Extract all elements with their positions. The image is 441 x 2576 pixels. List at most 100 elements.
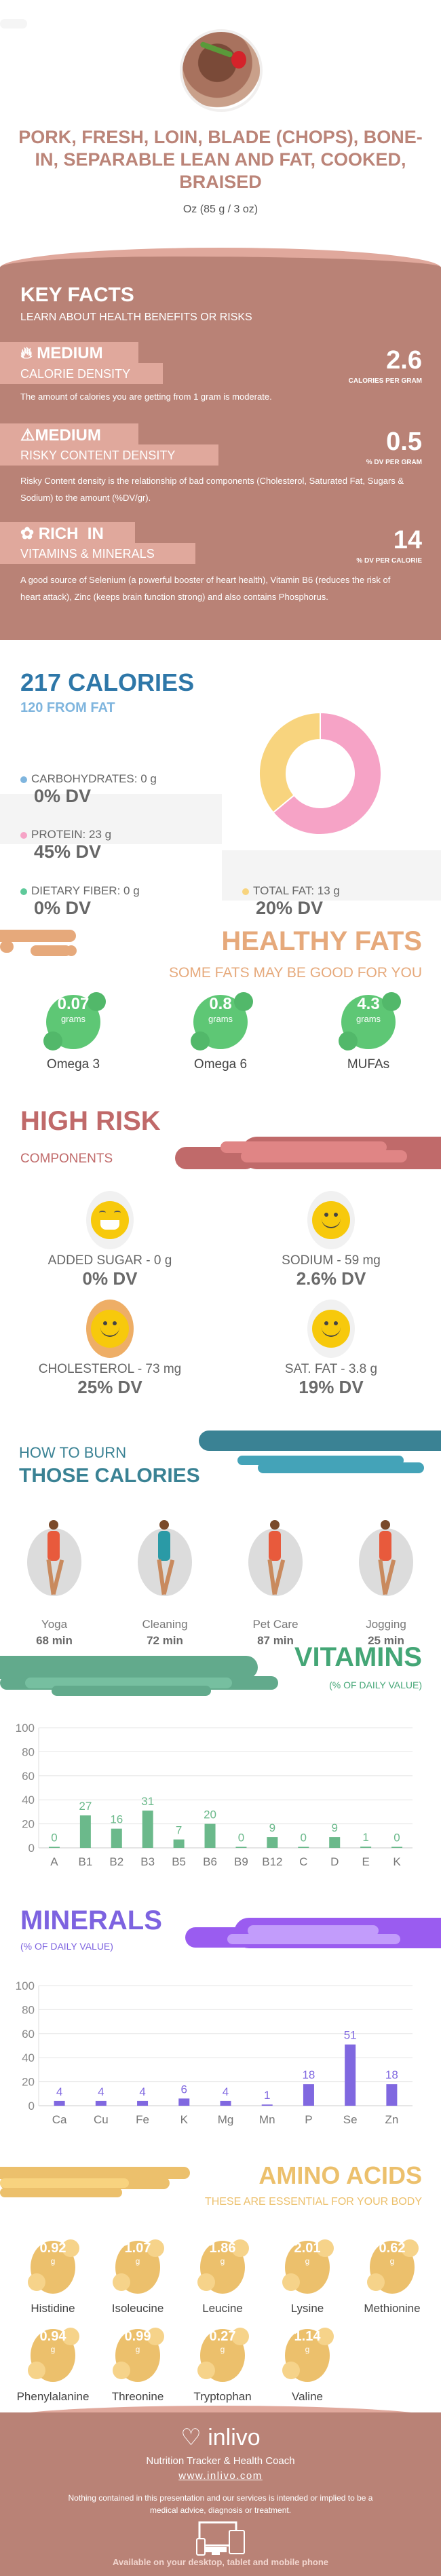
y-tick-label: 0 xyxy=(28,2100,35,2113)
bar-value-label: 18 xyxy=(385,2068,398,2081)
activity-duration: 68 min xyxy=(36,1634,73,1647)
x-tick-label: B6 xyxy=(203,1855,217,1868)
bar-ca xyxy=(54,2100,65,2106)
y-tick-label: 40 xyxy=(22,1794,35,1806)
amino-value: 0.62 xyxy=(379,2241,406,2256)
nutrient-carbohydrates: CARBOHYDRATES: 0 g 0% DV xyxy=(20,772,157,807)
x-tick-label: B12 xyxy=(262,1855,282,1868)
x-tick-label: Fe xyxy=(136,2113,149,2126)
nutrient-dv: 20% DV xyxy=(256,898,324,918)
calorie-donut-chart xyxy=(258,711,382,835)
amino-value: 0.92 xyxy=(39,2241,66,2256)
calories-from-fat: 120 FROM FAT xyxy=(20,700,115,715)
decor-pill xyxy=(0,941,14,953)
risk-item: ADDED SUGAR - 0 g 0% DV xyxy=(8,1191,212,1289)
fat-unit: grams xyxy=(208,1014,233,1024)
face-ring xyxy=(86,1300,134,1358)
bar-value-label: 20 xyxy=(204,1808,216,1821)
amino-unit: g xyxy=(305,2256,310,2266)
activity-label: Pet Care xyxy=(252,1618,299,1631)
amino-acids-title: AMINO ACIDS xyxy=(258,2161,422,2189)
y-tick-label: 100 xyxy=(16,1980,35,1992)
amino-value: 0.99 xyxy=(124,2329,151,2344)
bar-fe xyxy=(137,2100,149,2106)
bar-b2 xyxy=(111,1828,122,1848)
vitamins-title: VITAMINS xyxy=(294,1642,422,1672)
bar-p xyxy=(303,2084,314,2106)
amino-value: 0.27 xyxy=(209,2329,236,2344)
nutrient-dv: 45% DV xyxy=(34,841,102,862)
risk-dv: 19% DV xyxy=(299,1377,364,1397)
amino-acid-item: 2.01 g Lysine xyxy=(263,2227,351,2315)
amino-unit: g xyxy=(50,2345,56,2354)
activity-duration: 25 min xyxy=(368,1634,404,1647)
website-link[interactable]: www.inlivo.com xyxy=(178,2470,263,2482)
fat-unit: grams xyxy=(356,1014,381,1024)
y-tick-label: 0 xyxy=(28,1842,35,1855)
bar-value-label: 4 xyxy=(139,2085,145,2098)
availability-note: Available on your desktop, tablet and mo… xyxy=(112,2557,329,2567)
amino-acid-item: 1.86 g Leucine xyxy=(178,2227,267,2315)
healthy-fats-title: HEALTHY FATS xyxy=(221,926,422,956)
amino-label: Tryptophan xyxy=(193,2390,252,2403)
fact-label: CALORIE DENSITY xyxy=(20,367,131,381)
smile-face-icon xyxy=(312,1201,350,1239)
bar-value-label: 0 xyxy=(51,1832,57,1844)
disclaimer: Nothing contained in this presentation a… xyxy=(68,2493,373,2515)
row-bg xyxy=(222,850,441,901)
minerals-title: MINERALS xyxy=(20,1906,162,1935)
nutrient-protein: PROTEIN: 23 g 45% DV xyxy=(20,828,111,863)
serving-size: Oz (85 g / 3 oz) xyxy=(183,204,258,215)
jogging-icon xyxy=(359,1520,413,1596)
decor-pill xyxy=(0,2178,129,2188)
cleaning-icon xyxy=(138,1520,192,1596)
y-tick-label: 20 xyxy=(22,2076,35,2089)
key-facts-title: KEY FACTS xyxy=(20,284,134,306)
amino-value-badge: 0.62 g xyxy=(367,2239,419,2294)
risk-dv: 2.6% DV xyxy=(296,1268,366,1289)
risk-label: SAT. FAT - 3.8 g xyxy=(284,1362,378,1376)
amino-value-badge: 0.99 g xyxy=(113,2328,164,2382)
food-image xyxy=(180,29,263,112)
decor-pill xyxy=(31,945,71,956)
amino-acid-item: 0.62 g Methionine xyxy=(348,2227,436,2315)
decor-dot xyxy=(66,945,77,956)
bar-b5 xyxy=(173,1839,185,1848)
fat-value-badge: 4.3 grams xyxy=(339,992,401,1050)
x-tick-label: Mg xyxy=(218,2113,234,2126)
bar-k xyxy=(178,2098,190,2106)
bar-value-label: 4 xyxy=(223,2085,229,2098)
face-ring xyxy=(307,1191,355,1249)
bar-se xyxy=(345,2044,356,2106)
bar-c xyxy=(298,1846,309,1848)
burn-title: THOSE CALORIES xyxy=(19,1464,200,1487)
brand-logo: ♡ inlivo xyxy=(0,2424,441,2451)
risk-dv: 25% DV xyxy=(77,1377,142,1397)
tagline: Nutrition Tracker & Health Coach xyxy=(146,2455,295,2467)
fat-unit: grams xyxy=(60,1014,86,1024)
grin-face-icon xyxy=(91,1201,129,1239)
x-tick-label: B1 xyxy=(78,1855,92,1868)
warning-icon: ⚠ xyxy=(20,426,35,444)
decor-pill xyxy=(258,1462,424,1473)
amino-label: Threonine xyxy=(111,2390,164,2403)
nutrient-dv: 0% DV xyxy=(34,786,92,806)
amino-label: Histidine xyxy=(31,2302,75,2315)
face-ring xyxy=(307,1300,355,1358)
nutrient-label: PROTEIN: 23 g xyxy=(31,828,112,841)
activity-duration: 72 min xyxy=(147,1634,183,1647)
decor-pill xyxy=(248,1925,379,1936)
risk-item: SAT. FAT - 3.8 g 19% DV xyxy=(229,1300,433,1398)
activity-item: Jogging 25 min xyxy=(339,1519,434,1648)
amino-label: Isoleucine xyxy=(111,2302,164,2315)
fact-description: The amount of calories you are getting f… xyxy=(20,392,272,402)
bar-b6 xyxy=(204,1823,216,1848)
fat-value-badge: 0.8 grams xyxy=(191,992,253,1050)
amino-label: Leucine xyxy=(202,2302,243,2315)
amino-value-badge: 0.94 g xyxy=(28,2328,79,2382)
decor-pill xyxy=(0,19,27,29)
bar-value-label: 0 xyxy=(301,1832,307,1844)
bar-b9 xyxy=(235,1846,247,1848)
risk-label: ADDED SUGAR - 0 g xyxy=(47,1253,172,1268)
bar-b3 xyxy=(142,1811,153,1848)
